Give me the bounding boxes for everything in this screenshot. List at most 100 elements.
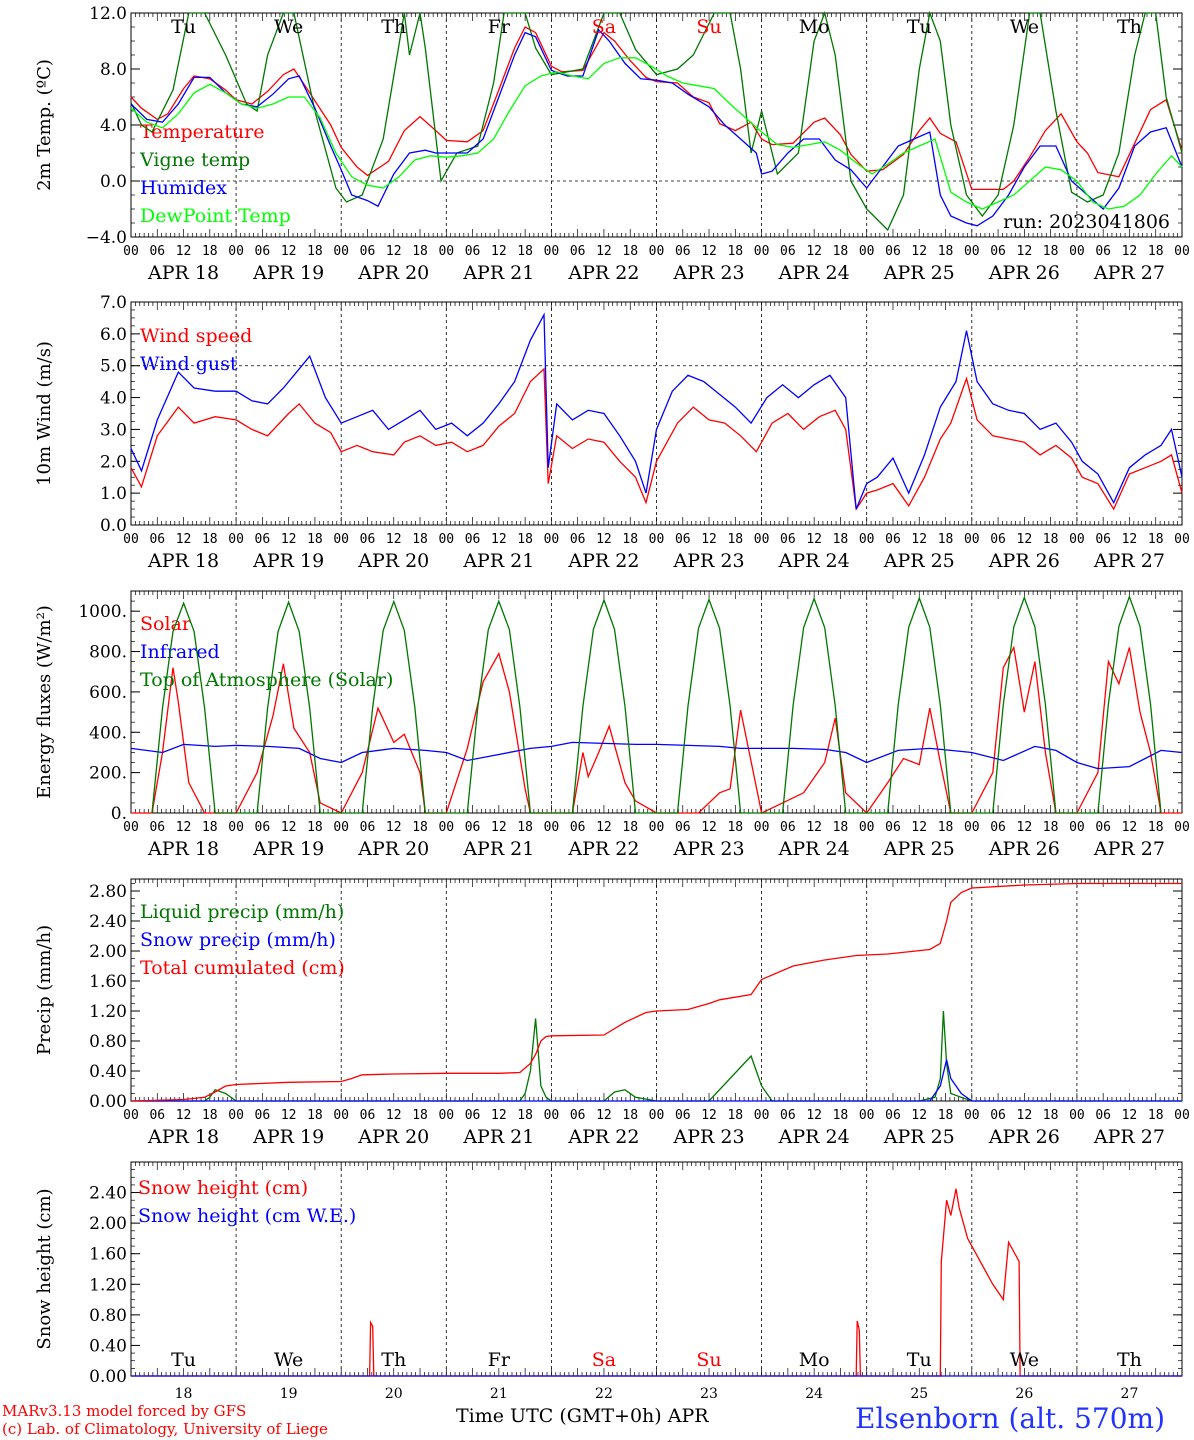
date-label: APR 27 — [1093, 838, 1165, 860]
hour-label: 06 — [570, 532, 586, 547]
hour-label: 00 — [544, 820, 560, 835]
hour-label: 18 — [412, 1108, 428, 1123]
hour-label: 06 — [255, 244, 271, 259]
hour-label: 06 — [780, 820, 796, 835]
hour-label: 00 — [964, 244, 980, 259]
y-tick-label: 0.40 — [89, 1062, 127, 1082]
hour-label: 00 — [123, 244, 139, 259]
y-tick-label: 2.00 — [89, 942, 127, 962]
hour-label: 18 — [622, 244, 638, 259]
day-name-label: We — [274, 1349, 303, 1371]
hour-label: 12 — [911, 244, 927, 259]
hour-label: 12 — [596, 820, 612, 835]
series-line-temperature-2 — [130, 28, 1183, 227]
day-number-label: 26 — [1015, 1386, 1033, 1402]
x-axis-title: Time UTC (GMT+0h) APR — [456, 1405, 709, 1427]
date-label: APR 19 — [252, 1126, 324, 1148]
day-name-label: Th — [1117, 1349, 1142, 1371]
hour-label: 18 — [412, 532, 428, 547]
legend-entry: Top of Atmosphere (Solar) — [140, 669, 393, 691]
y-tick-label: 3.0 — [100, 420, 127, 440]
hour-label: 06 — [149, 1108, 165, 1123]
hour-label: 00 — [438, 820, 454, 835]
hour-label: 12 — [176, 1108, 192, 1123]
hour-label: 18 — [622, 820, 638, 835]
hour-label: 12 — [806, 1108, 822, 1123]
day-number-label: 27 — [1121, 1386, 1139, 1402]
hour-label: 00 — [859, 820, 875, 835]
hour-label: 18 — [517, 244, 533, 259]
date-label: APR 25 — [883, 262, 955, 284]
date-label: APR 26 — [988, 262, 1060, 284]
day-name-label: Su — [696, 1349, 721, 1371]
date-label: APR 20 — [357, 550, 429, 572]
station-name: Elsenborn (alt. 570m) — [855, 1402, 1166, 1435]
date-label: APR 20 — [357, 1126, 429, 1148]
legend-entry: Humidex — [140, 177, 227, 199]
hour-label: 06 — [1095, 820, 1111, 835]
day-number-label: 21 — [490, 1386, 508, 1402]
hour-label: 12 — [1122, 244, 1138, 259]
date-label: APR 22 — [567, 550, 639, 572]
hour-label: 06 — [885, 532, 901, 547]
hour-label: 00 — [544, 1108, 560, 1123]
hour-label: 12 — [176, 532, 192, 547]
hour-label: 00 — [123, 532, 139, 547]
date-label: APR 18 — [147, 1126, 219, 1148]
hour-label: 12 — [1122, 532, 1138, 547]
hour-label: 00 — [123, 1108, 139, 1123]
hour-label: 06 — [675, 820, 691, 835]
day-name-label: We — [274, 16, 303, 38]
hour-label: 18 — [727, 244, 743, 259]
hour-label: 12 — [281, 532, 297, 547]
hour-label: 12 — [1122, 820, 1138, 835]
hour-label: 00 — [1069, 820, 1085, 835]
hour-label: 06 — [360, 244, 376, 259]
hour-label: 00 — [754, 1108, 770, 1123]
series-line-precip-1 — [131, 1059, 1182, 1102]
series-line-temperature-3 — [130, 57, 1183, 210]
hour-label: 12 — [386, 244, 402, 259]
y-tick-label: 1.60 — [89, 972, 127, 992]
y-axis-label: 2m Temp. (ºC) — [34, 59, 55, 191]
hour-label: 18 — [622, 532, 638, 547]
y-tick-label: 0.0 — [100, 172, 127, 192]
series-line-energy-1 — [130, 741, 1183, 770]
hour-label: 12 — [701, 532, 717, 547]
date-label: APR 24 — [778, 1126, 850, 1148]
hour-label: 00 — [859, 244, 875, 259]
hour-label: 12 — [491, 1108, 507, 1123]
day-number-label: 22 — [595, 1386, 613, 1402]
hour-label: 18 — [833, 1108, 849, 1123]
hour-label: 00 — [649, 244, 665, 259]
y-tick-label: 7.0 — [100, 293, 127, 313]
hour-label: 00 — [1174, 244, 1190, 259]
day-name-label: Th — [1117, 16, 1142, 38]
hour-label: 12 — [806, 244, 822, 259]
hour-label: 18 — [1043, 1108, 1059, 1123]
y-tick-label: 0.80 — [89, 1032, 127, 1052]
hour-label: 12 — [806, 532, 822, 547]
hour-label: 06 — [990, 244, 1006, 259]
hour-label: 06 — [360, 1108, 376, 1123]
legend-entry: Snow height (cm W.E.) — [138, 1205, 356, 1227]
hour-label: 00 — [649, 820, 665, 835]
hour-label: 18 — [1148, 244, 1164, 259]
hour-label: 12 — [596, 1108, 612, 1123]
hour-label: 12 — [911, 532, 927, 547]
legend-entry: Infrared — [140, 641, 220, 663]
date-label: APR 27 — [1093, 262, 1165, 284]
hour-label: 18 — [1043, 820, 1059, 835]
legend-entry: Solar — [140, 613, 192, 635]
y-tick-label: 0. — [111, 804, 127, 824]
hour-label: 06 — [149, 532, 165, 547]
hour-label: 12 — [596, 244, 612, 259]
y-tick-label: 12.0 — [89, 4, 127, 24]
y-tick-label: 6.0 — [100, 325, 127, 345]
hour-label: 12 — [491, 820, 507, 835]
hour-label: 06 — [360, 820, 376, 835]
hour-label: 12 — [386, 1108, 402, 1123]
hour-label: 00 — [438, 244, 454, 259]
hour-label: 00 — [1174, 1108, 1190, 1123]
